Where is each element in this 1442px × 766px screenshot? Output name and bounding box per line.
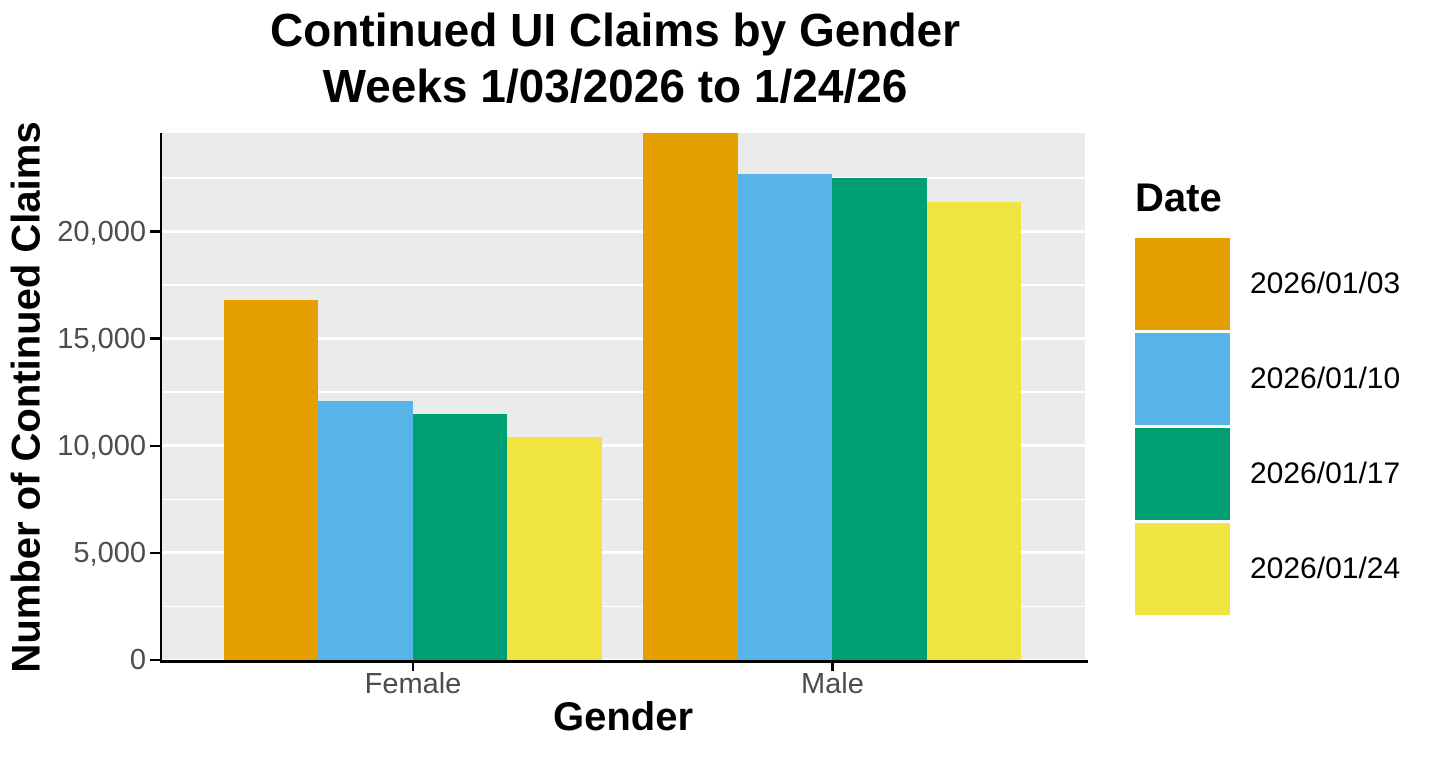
y-tick-label: 0	[129, 644, 146, 676]
y-tick-mark	[150, 337, 160, 340]
x-tick-mark	[831, 662, 834, 671]
plot-title-line1: Continued UI Claims by Gender	[269, 4, 961, 56]
legend-key-swatch	[1135, 238, 1230, 330]
x-tick-label: Female	[364, 668, 462, 700]
major-gridline	[162, 230, 1085, 234]
x-axis-title: Gender	[552, 695, 694, 739]
plot-panel	[162, 133, 1085, 660]
y-tick-mark	[150, 230, 160, 233]
legend-key-swatch	[1135, 333, 1230, 425]
plot-title-line2: Weeks 1/03/2026 to 1/24/26	[322, 60, 908, 112]
y-tick-mark	[150, 658, 160, 662]
y-tick-label: 20,000	[57, 215, 146, 248]
legend-entry: 2026/01/17	[1135, 428, 1435, 520]
legend-entry-label: 2026/01/10	[1250, 362, 1401, 395]
major-gridline	[162, 658, 1085, 660]
legend-entry: 2026/01/10	[1135, 333, 1435, 425]
bar-male-2026/01/10	[737, 173, 833, 660]
legend-key-swatch	[1135, 428, 1230, 520]
legend-entry-label: 2026/01/03	[1250, 267, 1401, 300]
legend-entry: 2026/01/24	[1135, 523, 1435, 615]
minor-gridline	[162, 391, 1085, 393]
bar-female-2026/01/24	[507, 437, 602, 660]
legend-entry: 2026/01/03	[1135, 238, 1435, 330]
y-tick-label: 10,000	[57, 429, 146, 462]
minor-gridline	[162, 605, 1085, 608]
legend-entry-label: 2026/01/17	[1250, 457, 1401, 490]
y-tick-mark	[150, 444, 160, 448]
plot-title: Continued UI Claims by Gender Weeks 1/03…	[90, 2, 1140, 114]
major-gridline	[162, 444, 1085, 448]
major-gridline	[162, 551, 1085, 555]
minor-gridline	[162, 284, 1085, 286]
y-tick-label: 15,000	[57, 322, 146, 355]
x-tick-mark	[411, 662, 415, 671]
legend: Date 2026/01/03 2026/01/10 2026/01/17 2026/…	[1135, 176, 1435, 618]
y-tick-mark	[150, 551, 160, 555]
minor-gridline	[162, 177, 1085, 179]
bar-female-2026/01/17	[412, 413, 508, 660]
bar-male-2026/01/03	[643, 133, 738, 660]
bar-male-2026/01/17	[832, 178, 927, 660]
minor-gridline	[162, 498, 1085, 501]
y-axis-line	[160, 133, 163, 663]
bar-female-2026/01/10	[318, 400, 413, 660]
x-axis-line	[160, 660, 1088, 663]
x-tick-label: Male	[801, 668, 864, 700]
bar-male-2026/01/24	[926, 201, 1022, 660]
legend-entries: 2026/01/03 2026/01/10 2026/01/17 2026/01/24	[1135, 238, 1435, 615]
legend-title: Date	[1135, 176, 1222, 220]
bar-female-2026/01/03	[223, 300, 319, 660]
legend-entry-label: 2026/01/24	[1250, 552, 1401, 585]
y-axis-title: Number of Continued Claims	[4, 121, 49, 673]
major-gridline	[162, 337, 1085, 341]
y-tick-label: 5,000	[73, 536, 146, 569]
legend-key-swatch	[1135, 523, 1230, 615]
